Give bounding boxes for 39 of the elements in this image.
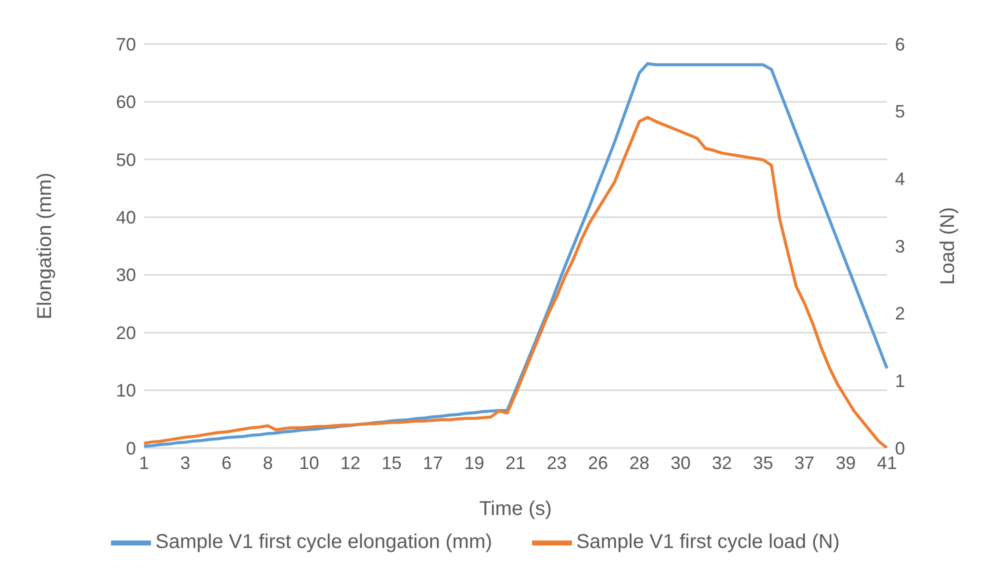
legend-label: Sample V1 first cycle elongation (mm): [155, 531, 492, 554]
y-tick-label: 10: [116, 380, 136, 401]
y-tick-label: 20: [116, 322, 136, 343]
y-axis-title: Elongation (mm): [34, 172, 56, 320]
x-tick-label: 15: [382, 452, 402, 473]
y2-axis-title: Load (N): [937, 207, 960, 285]
x-tick-label: 6: [222, 452, 232, 473]
x-tick-label: 19: [464, 452, 484, 473]
x-tick-label: 32: [712, 452, 732, 473]
x-tick-label: 10: [299, 452, 320, 473]
y2-tick-label: 1: [895, 371, 906, 392]
y-tick-label: 70: [116, 34, 136, 54]
y2-tick-label: 0: [895, 438, 906, 458]
y-tick-label: 30: [116, 265, 136, 286]
x-tick-label: 3: [180, 452, 190, 473]
y2-tick-label: 4: [895, 169, 906, 190]
y-tick-label: 50: [116, 150, 136, 170]
y-tick-label: 0: [126, 438, 136, 458]
x-axis-title: Time (s): [479, 498, 552, 520]
x-tick-label: 23: [546, 452, 567, 473]
x-tick-label: 41: [876, 452, 898, 473]
x-tick-label: 21: [505, 452, 526, 473]
x-tick-label: 1: [138, 452, 150, 473]
x-tick-label: 37: [794, 452, 814, 473]
x-tick-label: 17: [422, 452, 443, 473]
y2-tick-label: 3: [895, 236, 906, 256]
x-tick-label: 8: [262, 452, 273, 473]
y2-tick-label: 6: [895, 34, 906, 54]
legend-label: Sample V1 first cycle load (N): [576, 531, 840, 554]
y-tick-label: 40: [116, 208, 136, 228]
x-tick-label: 30: [670, 452, 691, 473]
x-tick-label: 12: [340, 452, 360, 473]
y-tick-label: 60: [116, 92, 136, 112]
x-tick-label: 35: [753, 452, 774, 473]
y2-tick-label: 5: [895, 102, 906, 122]
y2-tick-label: 2: [895, 304, 906, 324]
x-tick-label: 39: [836, 452, 856, 473]
x-tick-label: 28: [629, 452, 650, 473]
x-tick-label: 26: [588, 452, 608, 473]
